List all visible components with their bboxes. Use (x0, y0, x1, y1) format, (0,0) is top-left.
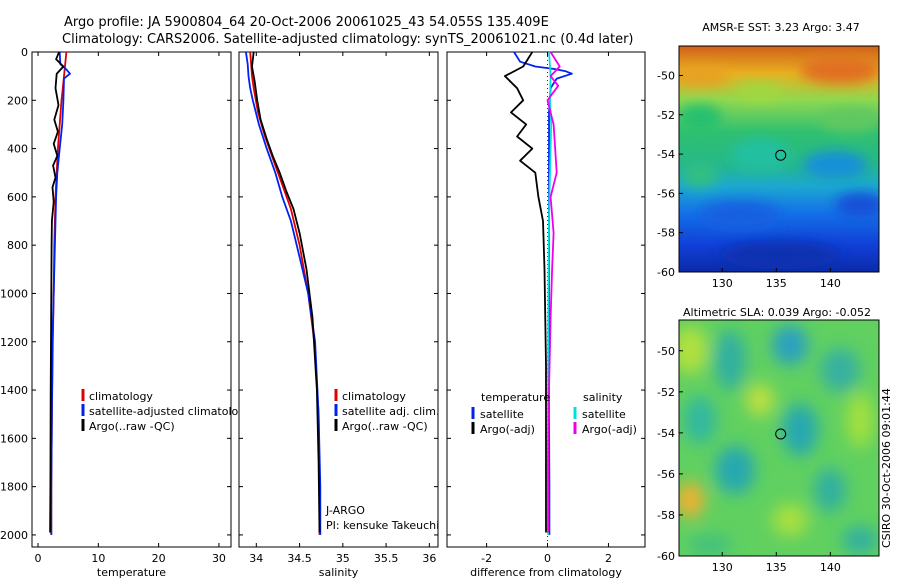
y-tick-label: 600 (7, 191, 28, 204)
x-axis-label: temperature (97, 566, 166, 579)
legend-header: salinity (583, 391, 623, 404)
y-tick-label: 400 (7, 143, 28, 156)
sla-map-title: Altimetric SLA: 0.039 Argo: -0.052 (683, 306, 871, 319)
y-tick-label: 200 (7, 94, 28, 107)
sst-map-title: AMSR-E SST: 3.23 Argo: 3.47 (702, 21, 860, 34)
y-tick-label: -52 (657, 109, 675, 122)
sla-map-image (679, 320, 879, 556)
x-tick-label: 35.5 (374, 552, 399, 565)
y-tick-label: 2000 (0, 529, 28, 542)
sla-argo-marker (775, 428, 787, 440)
y-tick-label: 800 (7, 239, 28, 252)
series-line-satellite-adjusted-climatology (50, 51, 71, 535)
y-tick-label: -60 (657, 266, 675, 279)
x-tick-label: 140 (820, 561, 841, 574)
y-tick-label: 0 (21, 46, 28, 59)
legend-label: satellite adj. clim. (342, 405, 439, 418)
x-tick-label: 20 (152, 552, 166, 565)
y-tick-label: 1200 (0, 336, 28, 349)
temperature-panel-frame (31, 51, 232, 548)
y-tick-label: 1000 (0, 287, 28, 300)
y-tick-label: -52 (657, 386, 675, 399)
series-line-argo-raw-qc- (49, 51, 65, 533)
legend-label: climatology (342, 390, 406, 403)
sla-map-axes: 130 135 140 -50 -52 -54 -56 -58 -60 (657, 345, 841, 574)
legend-header: temperature (481, 391, 550, 404)
series-line-salinity-argo-adj- (546, 51, 561, 533)
x-tick-label: 130 (712, 561, 733, 574)
header-line2: Climatology: CARS2006. Satellite-adjuste… (62, 32, 634, 47)
x-tick-label: 2 (605, 552, 612, 565)
legend-label: climatology (89, 390, 153, 403)
legend-label: satellite-adjusted climatology (89, 405, 252, 418)
y-tick-label: -56 (657, 468, 675, 481)
sst-map-image (679, 46, 879, 272)
x-tick-label: 135 (766, 277, 787, 290)
legend-label: Argo(-adj) (480, 423, 535, 436)
x-tick-label: 10 (91, 552, 105, 565)
y-tick-label: -58 (657, 227, 675, 240)
x-tick-label: 130 (712, 277, 733, 290)
x-tick-label: 0 (544, 552, 551, 565)
legend-label: Argo(..raw -QC) (342, 420, 428, 433)
legend-label: satellite (480, 408, 524, 421)
y-tick-label: 1800 (0, 481, 28, 494)
legend-label: Argo(..raw -QC) (89, 420, 175, 433)
series-line-temperature-argo-adj- (503, 51, 547, 533)
sla-map-frame (678, 319, 880, 557)
header-line1: Argo profile: JA 5900804_64 20-Oct-2006 … (64, 15, 549, 30)
y-tick-label: -54 (657, 148, 675, 161)
x-tick-label: 140 (820, 277, 841, 290)
y-tick-label: 1400 (0, 384, 28, 397)
temperature-panel: 0 200 400 600 800 1000 1200 1400 1600 1800 2000 0 10… (0, 46, 252, 579)
salinity-panel-frame (238, 51, 439, 548)
x-tick-label: 34 (249, 552, 263, 565)
x-tick-label: 135 (766, 561, 787, 574)
salinity-panel: 34 34.5 35 35.5 36 salinity climatology satelli… (238, 51, 439, 579)
x-tick-label: 0 (35, 552, 42, 565)
sst-map-frame (678, 45, 880, 273)
series-line-argo-raw-qc- (251, 51, 321, 533)
x-tick-label: -2 (481, 552, 492, 565)
y-tick-label: -50 (657, 69, 675, 82)
sst-map-axes: 130 135 140 -50 -52 -54 -56 -58 -60 (657, 69, 841, 290)
x-axis-label: salinity (319, 566, 359, 579)
y-tick-label: -54 (657, 427, 675, 440)
annotation-text: J-ARGO (325, 504, 365, 517)
sst-argo-marker (775, 149, 787, 161)
x-axis-label: difference from climatology (470, 566, 622, 579)
x-tick-label: 36 (422, 552, 436, 565)
x-tick-label: 30 (212, 552, 226, 565)
annotation-text: PI: kensuke Takeuchi (326, 519, 439, 532)
y-tick-label: -58 (657, 509, 675, 522)
y-tick-label: 1600 (0, 432, 28, 445)
legend-label: Argo(-adj) (582, 423, 637, 436)
y-tick-label: -56 (657, 187, 675, 200)
credit-text: CSIRO 30-Oct-2006 09:01:44 (880, 388, 893, 548)
y-tick-label: -60 (657, 550, 675, 563)
x-tick-label: 35 (336, 552, 350, 565)
x-tick-label: 34.5 (287, 552, 312, 565)
legend-label: satellite (582, 408, 626, 421)
y-tick-label: -50 (657, 345, 675, 358)
